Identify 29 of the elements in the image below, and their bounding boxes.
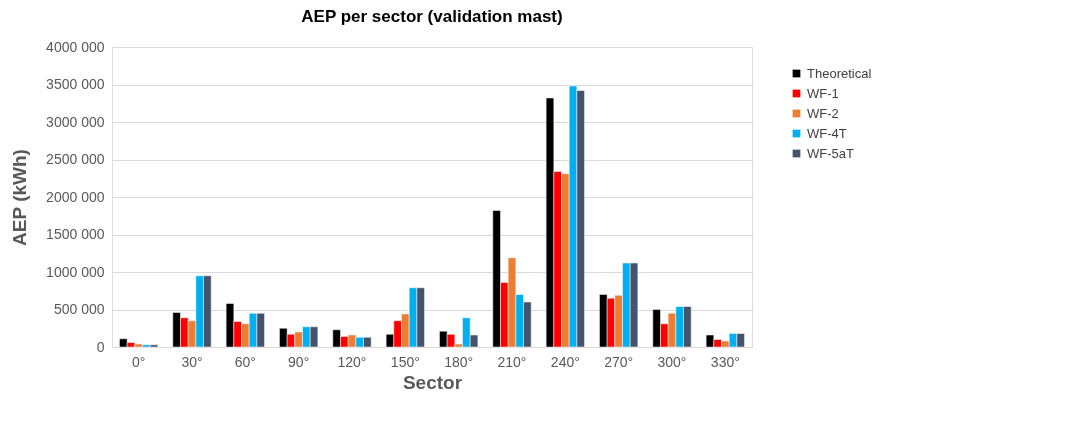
y-tick-label: 0 [96, 338, 105, 355]
x-tick-label: 240° [550, 353, 580, 370]
legend-label: WF-4T [807, 125, 847, 141]
x-tick-label: 270° [604, 353, 634, 370]
x-tick-label: 60° [234, 353, 256, 370]
x-tick-label: 30° [181, 353, 203, 370]
legend-label: WF-1 [807, 85, 839, 101]
x-tick-label: 120° [337, 353, 367, 370]
x-tick-label: 210° [497, 353, 527, 370]
y-tick-label: 500 000 [53, 301, 105, 317]
y-tick-label: 1500 000 [46, 226, 105, 242]
legend-label: WF-2 [807, 105, 839, 121]
x-tick-label: 90° [288, 353, 310, 370]
x-tick-label: 150° [390, 353, 420, 370]
x-tick-label: 300° [657, 353, 687, 370]
chart-title: AEP per sector (validation mast) [301, 7, 563, 26]
x-axis-title: Sector [402, 371, 463, 393]
x-tick-label: 330° [710, 353, 740, 370]
x-tick-label: 0° [131, 353, 146, 370]
y-tick-label: 3000 000 [46, 113, 105, 130]
x-tick-label: 180° [444, 353, 474, 370]
legend-label: WF-5aT [807, 145, 854, 161]
y-tick-label: 4000 000 [46, 38, 105, 55]
y-axis-title: AEP (kWh) [9, 149, 31, 246]
legend-label: Theoretical [807, 65, 872, 81]
y-tick-label: 2000 000 [46, 188, 105, 205]
y-tick-label: 2500 000 [46, 151, 105, 167]
y-tick-label: 3500 000 [46, 76, 105, 92]
y-tick-label: 1000 000 [46, 263, 105, 280]
